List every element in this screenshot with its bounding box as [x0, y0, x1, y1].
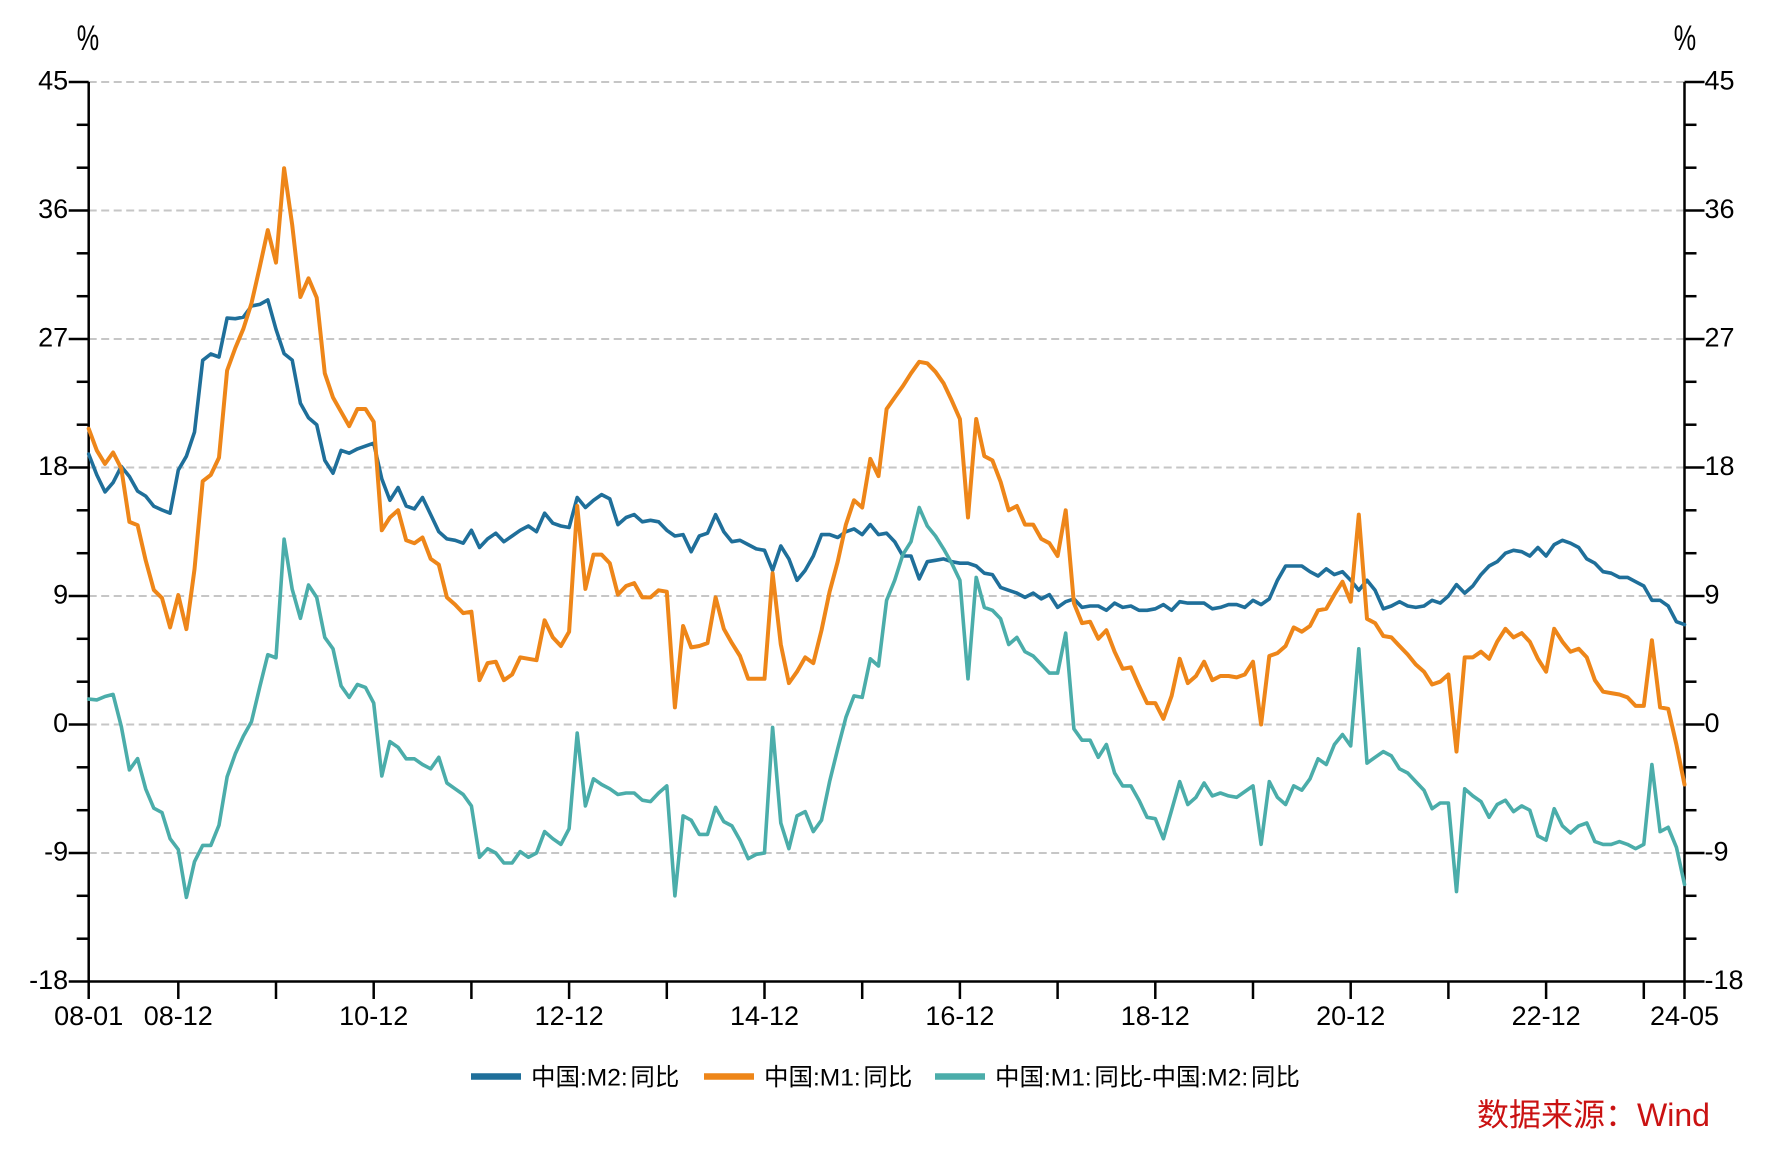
svg-text:-18: -18 [29, 965, 68, 995]
svg-text:-9: -9 [44, 837, 68, 867]
svg-text:27: 27 [38, 323, 68, 353]
svg-text:22-12: 22-12 [1512, 1001, 1581, 1031]
svg-text::M1:: :M1: [1044, 1065, 1092, 1092]
svg-text:18-12: 18-12 [1121, 1001, 1190, 1031]
svg-text:08-01: 08-01 [54, 1001, 123, 1031]
svg-text:-: - [1143, 1065, 1151, 1092]
svg-text:0: 0 [53, 708, 68, 738]
svg-text:-9: -9 [1705, 837, 1729, 867]
svg-text::M1:: :M1: [813, 1065, 861, 1092]
svg-text:0: 0 [1705, 708, 1720, 738]
svg-text:36: 36 [38, 194, 68, 224]
svg-text:9: 9 [1705, 580, 1720, 610]
svg-text:%: % [1674, 19, 1696, 58]
svg-text::M2:: :M2: [1201, 1065, 1249, 1092]
svg-text:14-12: 14-12 [730, 1001, 799, 1031]
svg-text:18: 18 [1705, 451, 1735, 481]
svg-text:-18: -18 [1705, 965, 1744, 995]
svg-text:45: 45 [1705, 66, 1735, 96]
svg-text:16-12: 16-12 [925, 1001, 994, 1031]
svg-text:36: 36 [1705, 194, 1735, 224]
svg-text:24-05: 24-05 [1650, 1001, 1719, 1031]
svg-text:12-12: 12-12 [535, 1001, 604, 1031]
svg-text:18: 18 [38, 451, 68, 481]
svg-text:20-12: 20-12 [1316, 1001, 1385, 1031]
svg-text:Wind: Wind [1637, 1097, 1710, 1133]
svg-text:27: 27 [1705, 323, 1735, 353]
svg-text:45: 45 [38, 66, 68, 96]
svg-text:9: 9 [53, 580, 68, 610]
svg-text:10-12: 10-12 [339, 1001, 408, 1031]
svg-text:08-12: 08-12 [144, 1001, 213, 1031]
svg-text:%: % [77, 19, 99, 58]
svg-text::M2:: :M2: [580, 1065, 628, 1092]
